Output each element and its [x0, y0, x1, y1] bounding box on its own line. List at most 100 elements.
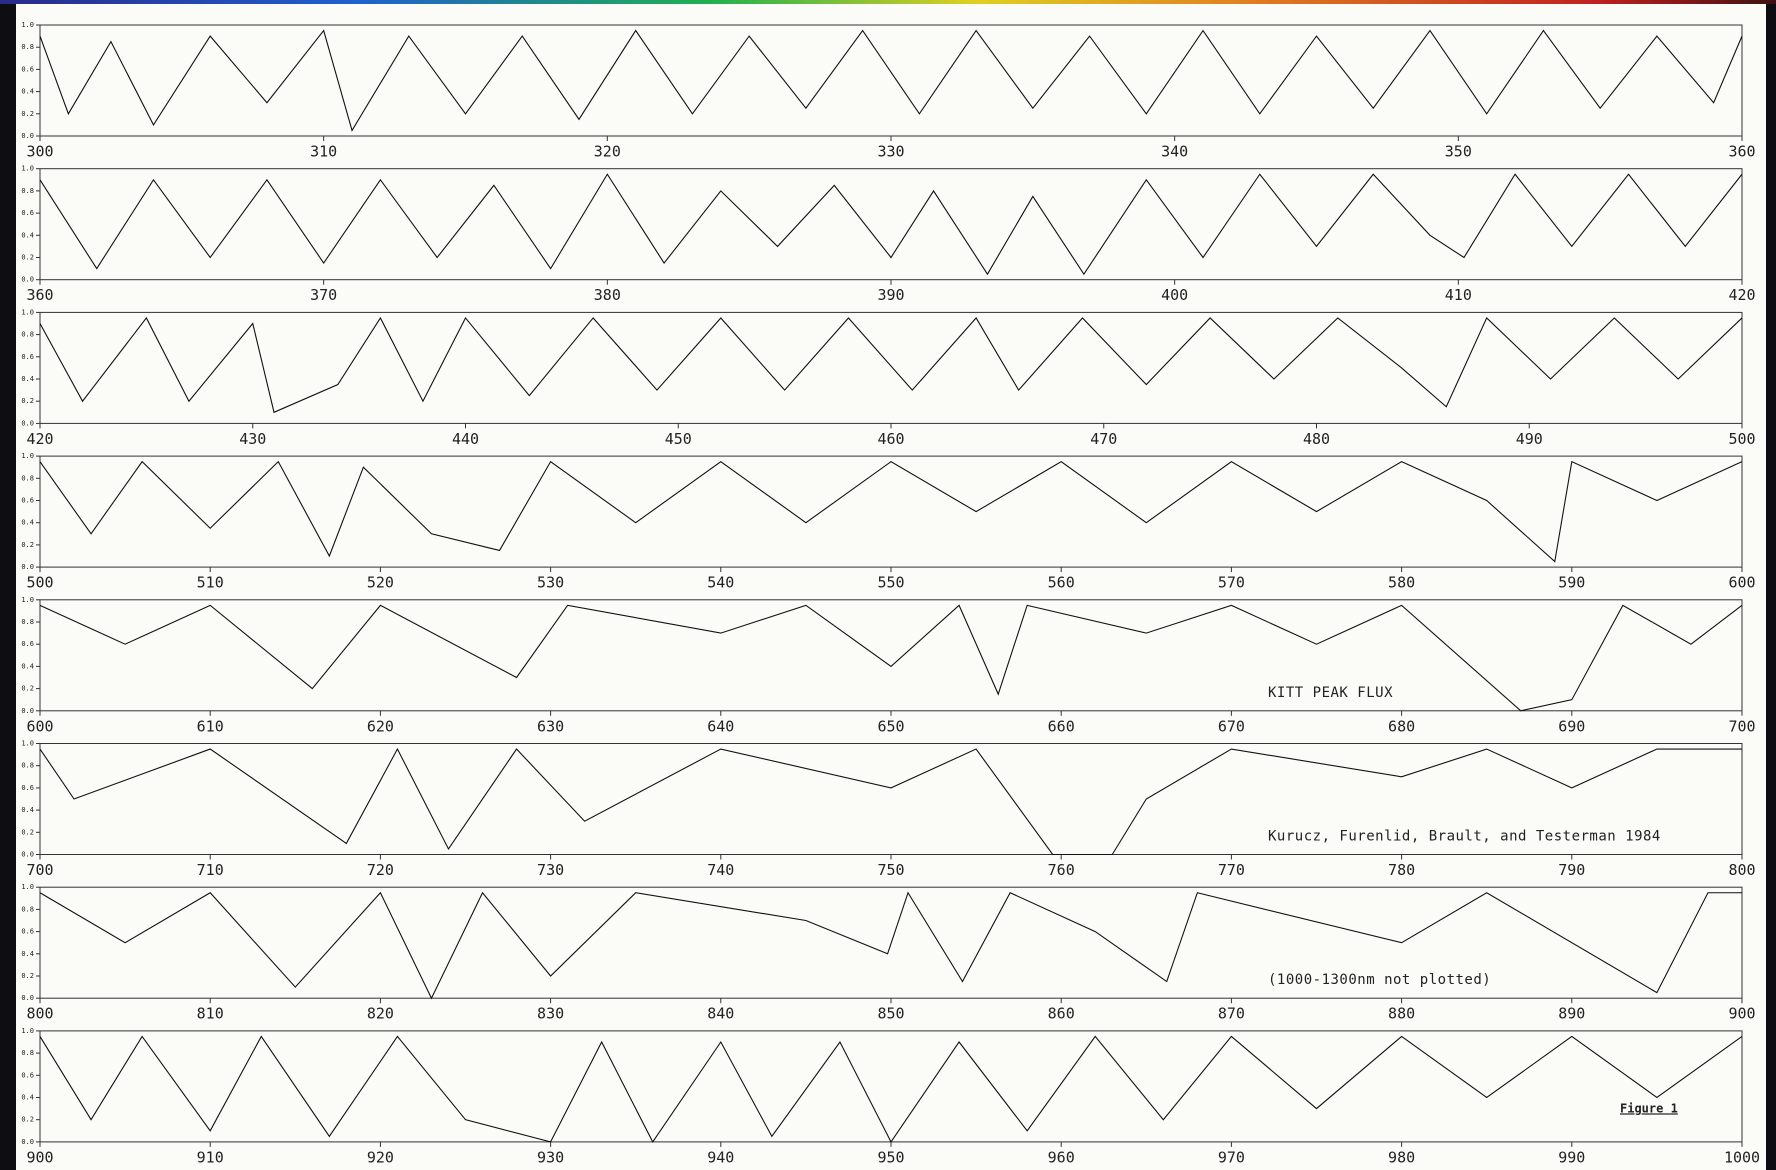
x-tick-label: 900 — [1728, 1005, 1755, 1023]
x-tick-label: 670 — [1218, 717, 1245, 735]
y-tick-label: 0.2 — [21, 1116, 34, 1124]
x-tick-label: 620 — [367, 717, 394, 735]
x-tick-label: 700 — [26, 861, 53, 879]
y-tick-label: 0.0 — [21, 994, 34, 1002]
x-tick-label: 970 — [1218, 1148, 1245, 1166]
x-tick-label: 340 — [1161, 143, 1188, 161]
x-tick-label: 860 — [1048, 1005, 1075, 1023]
y-tick-label: 0.4 — [21, 519, 34, 527]
x-tick-label: 490 — [1516, 430, 1543, 448]
y-tick-label: 0.2 — [21, 254, 34, 262]
x-tick-label: 840 — [707, 1005, 734, 1023]
x-tick-label: 440 — [452, 430, 479, 448]
y-tick-label: 1.0 — [21, 165, 34, 173]
y-tick-label: 0.0 — [21, 707, 34, 715]
x-tick-label: 760 — [1048, 861, 1075, 879]
x-tick-label: 640 — [707, 717, 734, 735]
y-tick-label: 1.0 — [21, 308, 34, 316]
x-tick-label: 380 — [594, 286, 621, 304]
y-tick-label: 0.6 — [21, 497, 34, 505]
x-tick-label: 730 — [537, 861, 564, 879]
y-tick-label: 1.0 — [21, 21, 34, 29]
x-tick-label: 430 — [239, 430, 266, 448]
y-tick-label: 0.8 — [21, 1049, 34, 1057]
x-tick-label: 780 — [1388, 861, 1415, 879]
annotation: KITT PEAK FLUX — [1268, 685, 1393, 701]
y-tick-label: 0.8 — [21, 618, 34, 626]
x-tick-label: 920 — [367, 1148, 394, 1166]
x-tick-label: 400 — [1161, 286, 1188, 304]
x-tick-label: 450 — [665, 430, 692, 448]
x-tick-label: 310 — [310, 143, 337, 161]
x-tick-label: 950 — [877, 1148, 904, 1166]
x-tick-label: 420 — [1728, 286, 1755, 304]
x-tick-label: 550 — [877, 574, 904, 592]
y-tick-label: 0.4 — [21, 375, 34, 383]
x-tick-label: 980 — [1388, 1148, 1415, 1166]
y-tick-label: 0.0 — [21, 419, 34, 427]
y-tick-label: 0.2 — [21, 397, 34, 405]
x-tick-label: 740 — [707, 861, 734, 879]
x-tick-label: 390 — [877, 286, 904, 304]
x-tick-label: 830 — [537, 1005, 564, 1023]
x-tick-label: 790 — [1558, 861, 1585, 879]
x-tick-label: 420 — [26, 430, 53, 448]
y-tick-label: 0.2 — [21, 685, 34, 693]
chart: 0.0 0.2 0.4 0.6 0.8 1.0 300 310 320 330 340 350 360 0… — [0, 0, 1776, 1170]
y-tick-label: 1.0 — [21, 883, 34, 891]
x-tick-label: 710 — [197, 861, 224, 879]
y-tick-label: 0.4 — [21, 1094, 34, 1102]
y-tick-label: 0.2 — [21, 110, 34, 118]
x-tick-label: 680 — [1388, 717, 1415, 735]
x-tick-label: 410 — [1445, 286, 1472, 304]
y-tick-label: 0.0 — [21, 1138, 34, 1146]
y-tick-label: 0.8 — [21, 474, 34, 482]
y-tick-label: 0.2 — [21, 828, 34, 836]
x-tick-label: 560 — [1048, 574, 1075, 592]
x-tick-label: 600 — [26, 717, 53, 735]
y-tick-label: 0.2 — [21, 541, 34, 549]
x-tick-label: 820 — [367, 1005, 394, 1023]
x-tick-label: 320 — [594, 143, 621, 161]
x-tick-label: 470 — [1090, 430, 1117, 448]
x-tick-label: 800 — [1728, 861, 1755, 879]
x-tick-label: 910 — [197, 1148, 224, 1166]
x-tick-label: 590 — [1558, 574, 1585, 592]
y-tick-label: 1.0 — [21, 596, 34, 604]
annotation: (1000-1300nm not plotted) — [1268, 972, 1491, 988]
y-tick-label: 0.4 — [21, 231, 34, 239]
x-tick-label: 500 — [26, 574, 53, 592]
y-tick-label: 0.6 — [21, 353, 34, 361]
annotation: Kurucz, Furenlid, Brault, and Testerman … — [1268, 829, 1661, 845]
y-tick-label: 0.8 — [21, 331, 34, 339]
x-tick-label: 360 — [1728, 143, 1755, 161]
y-tick-label: 1.0 — [21, 740, 34, 748]
x-tick-label: 630 — [537, 717, 564, 735]
x-tick-label: 770 — [1218, 861, 1245, 879]
x-tick-label: 700 — [1728, 717, 1755, 735]
x-tick-label: 880 — [1388, 1005, 1415, 1023]
y-tick-label: 0.0 — [21, 276, 34, 284]
x-tick-label: 870 — [1218, 1005, 1245, 1023]
x-tick-label: 500 — [1728, 430, 1755, 448]
x-tick-label: 940 — [707, 1148, 734, 1166]
y-tick-label: 0.6 — [21, 1071, 34, 1079]
x-tick-label: 850 — [877, 1005, 904, 1023]
y-tick-label: 0.6 — [21, 209, 34, 217]
x-tick-label: 800 — [26, 1005, 53, 1023]
x-tick-label: 460 — [877, 430, 904, 448]
y-tick-label: 0.8 — [21, 905, 34, 913]
x-tick-label: 330 — [877, 143, 904, 161]
y-tick-label: 0.8 — [21, 187, 34, 195]
y-tick-label: 0.4 — [21, 950, 34, 958]
x-tick-label: 810 — [197, 1005, 224, 1023]
x-tick-label: 370 — [310, 286, 337, 304]
x-tick-label: 350 — [1445, 143, 1472, 161]
x-tick-label: 990 — [1558, 1148, 1585, 1166]
y-tick-label: 0.6 — [21, 784, 34, 792]
x-tick-label: 610 — [197, 717, 224, 735]
x-tick-label: 300 — [26, 143, 53, 161]
x-tick-label: 570 — [1218, 574, 1245, 592]
x-tick-label: 600 — [1728, 574, 1755, 592]
y-tick-label: 0.8 — [21, 762, 34, 770]
